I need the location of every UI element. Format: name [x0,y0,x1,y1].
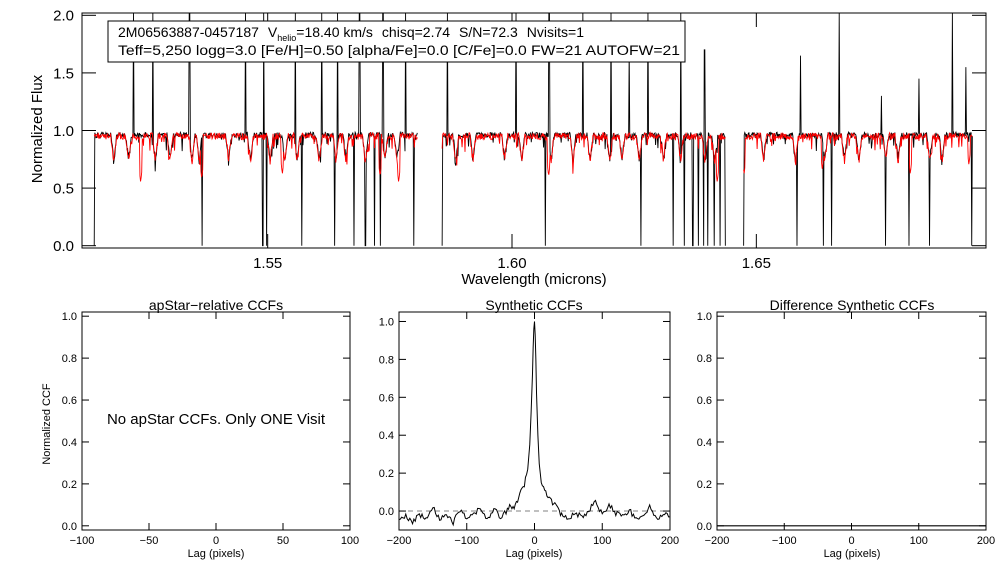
spectrum-xtick-label: 1.65 [742,255,771,272]
spectrum-xtick-label: 1.60 [497,255,526,272]
apstar-ccf-xtick-label: 100 [341,535,359,547]
synthetic-ccf-axes: −200 −100 0 100 200 0.0 0.2 0.4 0.6 0.8 1.0 [379,311,679,547]
snr-value: S/N=72.3 [459,24,518,40]
spectrum-xlabel: Wavelength (microns) [461,271,606,288]
difference-ccf-xtick-label: −100 [772,535,797,547]
synthetic-ccf-ytick-label: 0.2 [379,468,394,480]
info-box: 2M06563887-0457187 Vhelio=18.40 km/s chisq… [107,20,686,63]
apstar-ccf-ytick-label: 0.8 [62,353,77,365]
info-box-frame [107,20,686,63]
synthetic-ccf-xtick-label: 100 [593,535,611,547]
spectrum-model-line [93,131,973,182]
star-id: 2M06563887-0457187 [118,24,259,40]
difference-ccf-ytick-label: 0.8 [697,353,712,365]
spectrum-ytick-label: 0.5 [53,180,74,197]
synthetic-ccf-ytick-label: 0.0 [379,506,394,518]
difference-ccf-xtick-label: 100 [910,535,928,547]
synthetic-ccf-ytick-label: 0.8 [379,354,394,366]
difference-ccf-ytick-label: 0.6 [697,395,712,407]
synthetic-ccf-plot-area [398,321,671,527]
vhelio-subscript: helio [277,33,296,43]
spectrum-ytick-label: 2.0 [53,8,74,25]
synthetic-ccf-frame [398,311,671,531]
vhelio-value: =18.40 km/s [296,24,373,40]
difference-ccf-xtick-label: 200 [977,535,995,547]
spectrum-axes: 1.55 1.60 1.65 0.0 0.5 1.0 1.5 2.0 [53,8,987,272]
spectrum-ytick-label: 0.0 [53,238,74,255]
spectrum-panel: 1.55 1.60 1.65 0.0 0.5 1.0 1.5 2.0 Normalized F… [29,8,987,288]
synthetic-ccf-xlabel: Lag (pixels) [506,548,563,560]
spectrum-ytick-label: 1.0 [53,123,74,140]
spectrum-ytick-label: 1.5 [53,65,74,82]
spectrum-xtick-label: 1.55 [253,255,282,272]
difference-ccf-xlabel: Lag (pixels) [824,548,881,560]
spectrum-traces [93,13,973,247]
info-line-1: 2M06563887-0457187 Vhelio=18.40 km/s chisq… [118,24,584,43]
spectrum-plot-area [93,13,973,247]
apstar-ccf-title: apStar−relative CCFs [149,297,283,313]
apstar-ccf-axes: −100 −50 0 50 100 0.0 0.2 0.4 0.6 0.8 1.0 [62,311,359,547]
synthetic-ccf-xtick-label: 200 [661,535,679,547]
apstar-ccf-xtick-label: 50 [277,535,289,547]
stellar-params: Teff=5,250 logg=3.0 [Fe/H]=0.50 [alpha/F… [118,42,680,58]
apstar-ccf-ytick-label: 0.0 [62,521,77,533]
difference-ccf-xtick-label: 0 [848,535,854,547]
synthetic-ccf-ytick-label: 0.4 [379,430,394,442]
spectrum-ylabel: Normalized Flux [29,74,46,183]
difference-ccf-panel: Difference Synthetic CCFs −200 −100 0 100 20… [697,297,995,560]
difference-ccf-ytick-label: 0.2 [697,479,712,491]
chisq-value: chisq=2.74 [382,24,450,40]
apstar-ccf-ytick-label: 0.2 [62,479,77,491]
apstar-ccf-xtick-label: −100 [70,535,95,547]
difference-ccf-xtick-label: −200 [705,535,730,547]
synthetic-ccf-xtick-label: −100 [454,535,479,547]
vhelio-label: V [268,24,278,40]
apstar-ccf-panel: apStar−relative CCFs −100 −50 0 50 100 0.0 0.2… [41,297,359,560]
difference-ccf-ytick-label: 0.4 [697,437,712,449]
synthetic-ccf-line [398,321,671,527]
no-ccf-message: No apStar CCFs. Only ONE Visit [107,411,326,428]
difference-ccf-ytick-label: 1.0 [697,311,712,323]
apstar-ccf-ylabel: Normalized CCF [41,383,53,465]
synthetic-ccf-ytick-label: 0.6 [379,392,394,404]
apstar-ccf-xlabel: Lag (pixels) [188,548,245,560]
synthetic-ccf-xtick-label: 0 [531,535,537,547]
difference-ccf-title: Difference Synthetic CCFs [770,297,935,313]
apstar-ccf-xtick-label: 0 [213,535,219,547]
synthetic-ccf-title: Synthetic CCFs [485,297,582,313]
apstar-ccf-xtick-label: −50 [140,535,159,547]
difference-ccf-frame [716,311,987,531]
synthetic-ccf-panel: Synthetic CCFs −200 −100 0 100 200 0.0 0.2 0.4 0… [379,297,679,560]
apstar-ccf-ytick-label: 0.6 [62,395,77,407]
synthetic-ccf-ytick-label: 1.0 [379,316,394,328]
apstar-ccf-ytick-label: 1.0 [62,311,77,323]
difference-ccf-ytick-label: 0.0 [697,521,712,533]
apstar-ccf-ytick-label: 0.4 [62,437,77,449]
nvisits-value: Nvisits=1 [527,24,584,40]
synthetic-ccf-xtick-label: −200 [387,535,412,547]
difference-ccf-axes: −200 −100 0 100 200 0.0 0.2 0.4 0.6 0.8 1.0 [697,311,995,547]
